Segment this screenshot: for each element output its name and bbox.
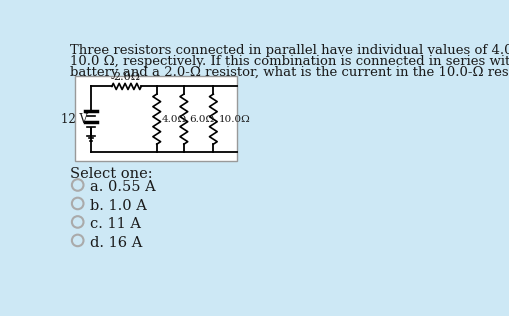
Text: battery and a 2.0-Ω resistor, what is the current in the 10.0-Ω resistor?: battery and a 2.0-Ω resistor, what is th…	[70, 66, 509, 79]
Text: c. 11 A: c. 11 A	[90, 217, 141, 231]
Text: 12 V: 12 V	[61, 113, 88, 126]
Text: 6.0Ω: 6.0Ω	[189, 115, 214, 124]
Text: d. 16 A: d. 16 A	[90, 236, 142, 250]
FancyBboxPatch shape	[74, 76, 237, 161]
Text: 2.0Ω: 2.0Ω	[113, 72, 140, 82]
Text: 10.0Ω: 10.0Ω	[218, 115, 250, 124]
Text: b. 1.0 A: b. 1.0 A	[90, 199, 147, 213]
Text: a. 0.55 A: a. 0.55 A	[90, 180, 156, 194]
Text: 10.0 Ω, respectively. If this combination is connected in series with a 12-V: 10.0 Ω, respectively. If this combinatio…	[70, 55, 509, 68]
Text: Three resistors connected in parallel have individual values of 4.0, 6.0, and: Three resistors connected in parallel ha…	[70, 44, 509, 57]
Text: Select one:: Select one:	[70, 167, 152, 181]
Text: 4.0Ω: 4.0Ω	[162, 115, 187, 124]
